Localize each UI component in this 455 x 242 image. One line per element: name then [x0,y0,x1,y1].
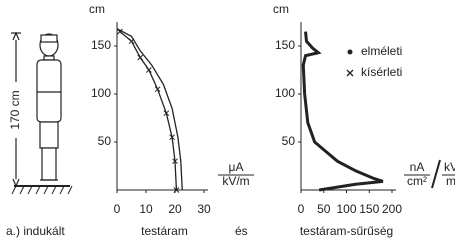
data-marker [129,39,134,44]
data-line [117,29,182,190]
x-tick-label: 30 [197,202,211,216]
x-tick-label: 200 [382,202,402,216]
legend-marker [347,70,353,76]
y-tick-label: 100 [275,86,295,100]
x-tick-label: 0 [114,202,121,216]
x-tick-label: 50 [317,202,331,216]
panel-label: a.) indukált [6,224,65,238]
y-tick-label: 100 [91,86,111,100]
y-axis-label: cm [89,2,105,16]
x-tick-label: 20 [168,202,182,216]
body-height: 170 cm [8,90,22,129]
figure: 170 cm a.) indukált és cm501001500102030… [0,0,455,242]
legend-label: kísérleti [361,65,402,79]
data-line [120,32,177,190]
data-marker [138,55,143,60]
x-tick-label: 10 [139,202,153,216]
x-tick-label: 0 [298,202,305,216]
y-axis-label: cm [273,2,289,16]
unit-denominator: kV/m [222,174,249,188]
connector-text: és [235,224,248,238]
unit-per-denominator: m [446,174,455,188]
x-axis-label: testáram-sűrűség [300,224,393,238]
x-tick-label: 150 [359,202,379,216]
unit-numerator: μA [229,160,244,174]
x-axis-label: testáram [141,224,188,238]
unit-numerator: nA [410,160,425,174]
unit-slash [432,160,440,188]
x-tick-label: 100 [336,202,356,216]
data-marker [146,68,151,73]
unit-denominator: cm² [407,174,427,188]
y-tick-label: 150 [91,38,111,52]
legend-marker [348,50,353,55]
y-tick-label: 150 [275,38,295,52]
y-tick-label: 50 [98,134,112,148]
unit-per-numerator: kV [444,160,455,174]
y-tick-label: 50 [282,134,296,148]
legend-label: elméleti [361,44,402,58]
